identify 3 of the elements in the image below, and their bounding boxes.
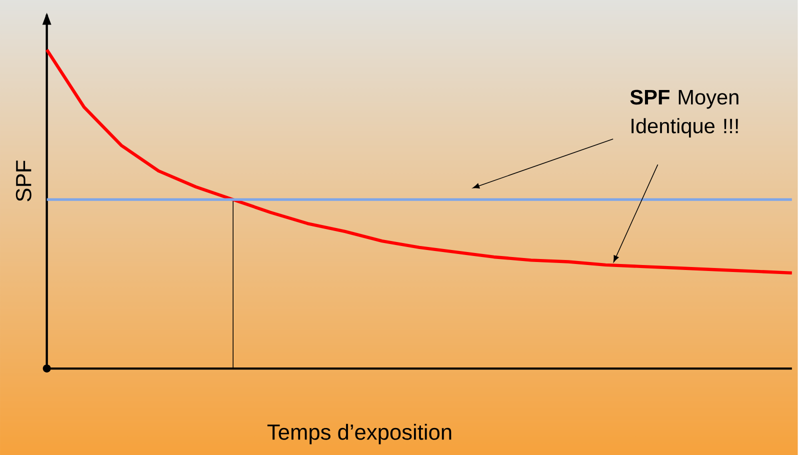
- x-axis-title: Temps d’exposition: [267, 424, 452, 444]
- y-axis-title: SPF: [16, 160, 32, 202]
- annotation: SPF Moyen Identique !!!: [630, 90, 738, 138]
